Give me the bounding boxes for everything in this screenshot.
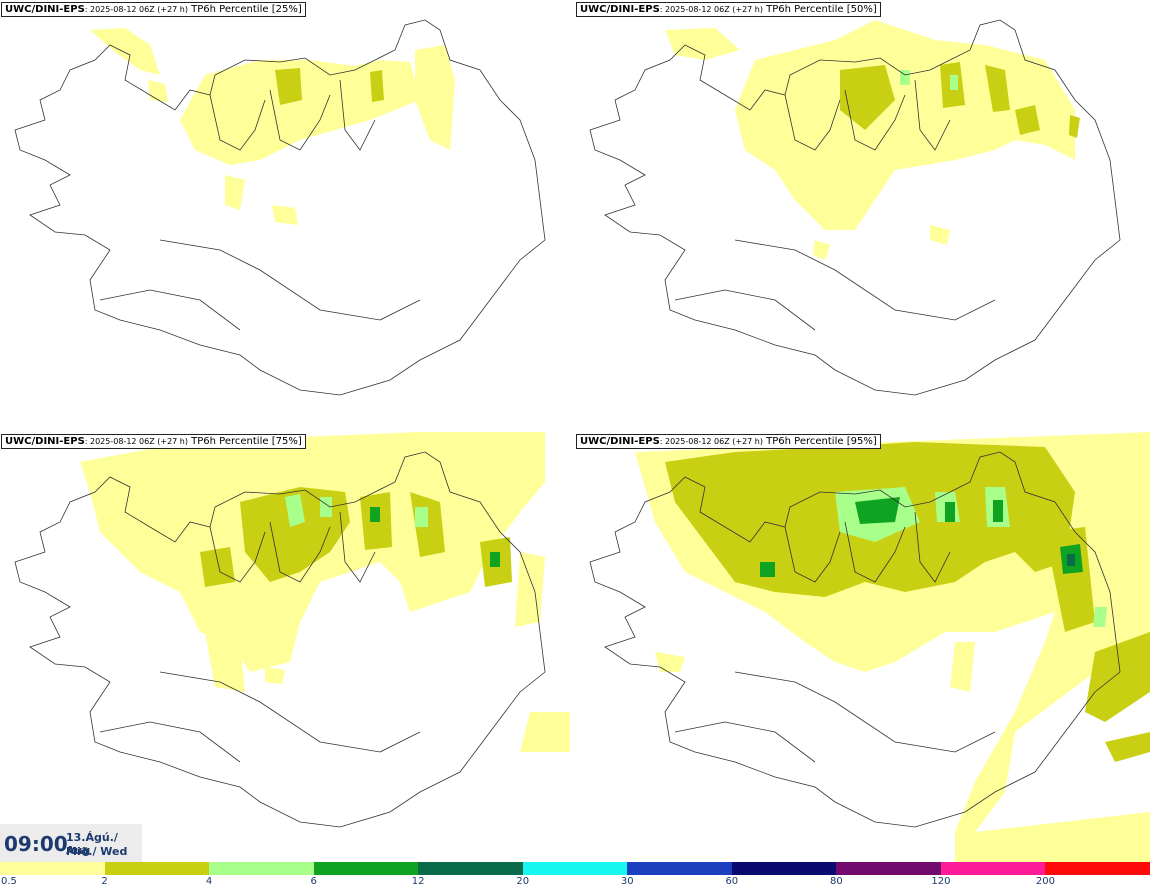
precip-colorbar: [0, 862, 1150, 875]
map-panel-25: UWC/DINI-EPS: 2025-08-12 06Z (+27 h) TP6…: [0, 0, 575, 432]
panel-title: UWC/DINI-EPS: 2025-08-12 06Z (+27 h) TP6…: [1, 2, 306, 17]
colorbar-tick-label: 6: [310, 876, 317, 887]
iceland-outline: [589, 451, 1121, 828]
iceland-outline: [589, 19, 1121, 396]
precip-darkgreen: [370, 507, 500, 567]
colorbar-tick-label: 0.5: [1, 876, 17, 887]
map-panel-50: UWC/DINI-EPS: 2025-08-12 06Z (+27 h) TP6…: [575, 0, 1150, 432]
colorbar-segment: [1045, 862, 1150, 875]
colorbar-segment: [627, 862, 732, 875]
valid-hour: 09:00: [4, 832, 68, 856]
valid-time-box: 09:00 13.Ágú./ Aug Mið./ Wed: [0, 824, 142, 862]
precip-yellow: [90, 28, 455, 225]
panel-title: UWC/DINI-EPS: 2025-08-12 06Z (+27 h) TP6…: [1, 434, 306, 449]
colorbar-segment: [209, 862, 314, 875]
colorbar-tick-label: 12: [411, 876, 425, 887]
colorbar-tick-label: 60: [725, 876, 739, 887]
colorbar-tick-label: 2: [101, 876, 108, 887]
precip-map-95: [589, 432, 1150, 864]
precip-olive: [275, 68, 384, 105]
colorbar-tick-label: 200: [1035, 876, 1055, 887]
precip-map-25: [14, 19, 546, 396]
colorbar-tick-label: 120: [931, 876, 951, 887]
precip-yellow: [665, 20, 1075, 260]
map-panel-75: UWC/DINI-EPS: 2025-08-12 06Z (+27 h) TP6…: [0, 432, 575, 864]
colorbar-segment: [418, 862, 523, 875]
colorbar-tick-label: 30: [620, 876, 634, 887]
map-panel-95: UWC/DINI-EPS: 2025-08-12 06Z (+27 h) TP6…: [575, 432, 1150, 864]
colorbar-tick-label: 80: [829, 876, 843, 887]
panel-title: UWC/DINI-EPS: 2025-08-12 06Z (+27 h) TP6…: [576, 2, 881, 17]
iceland-outline: [14, 19, 546, 396]
colorbar-segment: [940, 862, 1046, 875]
precip-deepgreen: [1067, 554, 1075, 566]
iceland-outline: [14, 451, 546, 828]
colorbar-tick-label: 4: [205, 876, 213, 887]
valid-date: 13.Ágú./ Aug: [66, 831, 118, 857]
colorbar-segment: [522, 862, 628, 875]
precip-map-75: [14, 432, 570, 828]
colorbar-segment: [0, 862, 105, 875]
colorbar-segment: [104, 862, 210, 875]
colorbar-segment: [313, 862, 419, 875]
precip-yellow: [80, 432, 570, 752]
colorbar-tick-label: 20: [516, 876, 530, 887]
colorbar-segment: [731, 862, 837, 875]
colorbar-ticks: 0.5 2 4 6 12 20 30 60 80 120 200: [0, 876, 1150, 890]
panel-title: UWC/DINI-EPS: 2025-08-12 06Z (+27 h) TP6…: [576, 434, 881, 449]
precip-map-50: [589, 19, 1121, 396]
valid-weekday: Mið./ Wed: [66, 845, 128, 858]
colorbar-segment: [836, 862, 941, 875]
